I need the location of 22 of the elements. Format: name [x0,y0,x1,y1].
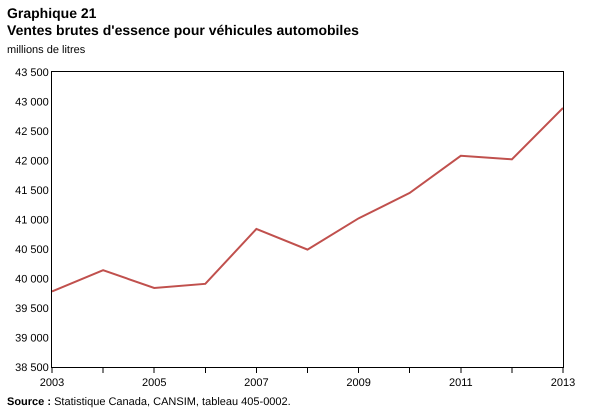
x-tick-label: 2013 [550,377,576,390]
y-tick-label: 43 000 [15,96,49,108]
x-tick-label: 2011 [448,377,473,390]
y-tick-label: 42 000 [15,155,49,168]
y-tick-label: 39 500 [15,302,49,315]
y-tick-label: 42 500 [15,126,49,138]
x-tick-label: 2007 [244,377,269,390]
y-tick-label: 40 000 [15,273,49,286]
y-axis-title: millions de litres [7,44,86,56]
y-tick-label: 41 500 [15,184,49,197]
x-tick-label: 2009 [346,377,371,390]
y-tick-label: 38 500 [15,362,49,374]
source-note: Source : Statistique Canada, CANSIM, tableau 405-0002. [7,396,291,408]
x-tick-label: 2003 [40,377,64,390]
y-tick-label: 43 500 [15,66,49,79]
y-tick-label: 39 000 [15,332,49,344]
y-tick-label: 40 500 [15,244,49,256]
x-tick-label: 2005 [142,377,166,390]
line-series [52,106,563,292]
chart-subtitle: Ventes brutes d'essence pour véhicules automobiles [7,22,360,38]
y-tick-label: 41 000 [15,214,49,226]
chart-title: Graphique 21 [7,5,97,21]
